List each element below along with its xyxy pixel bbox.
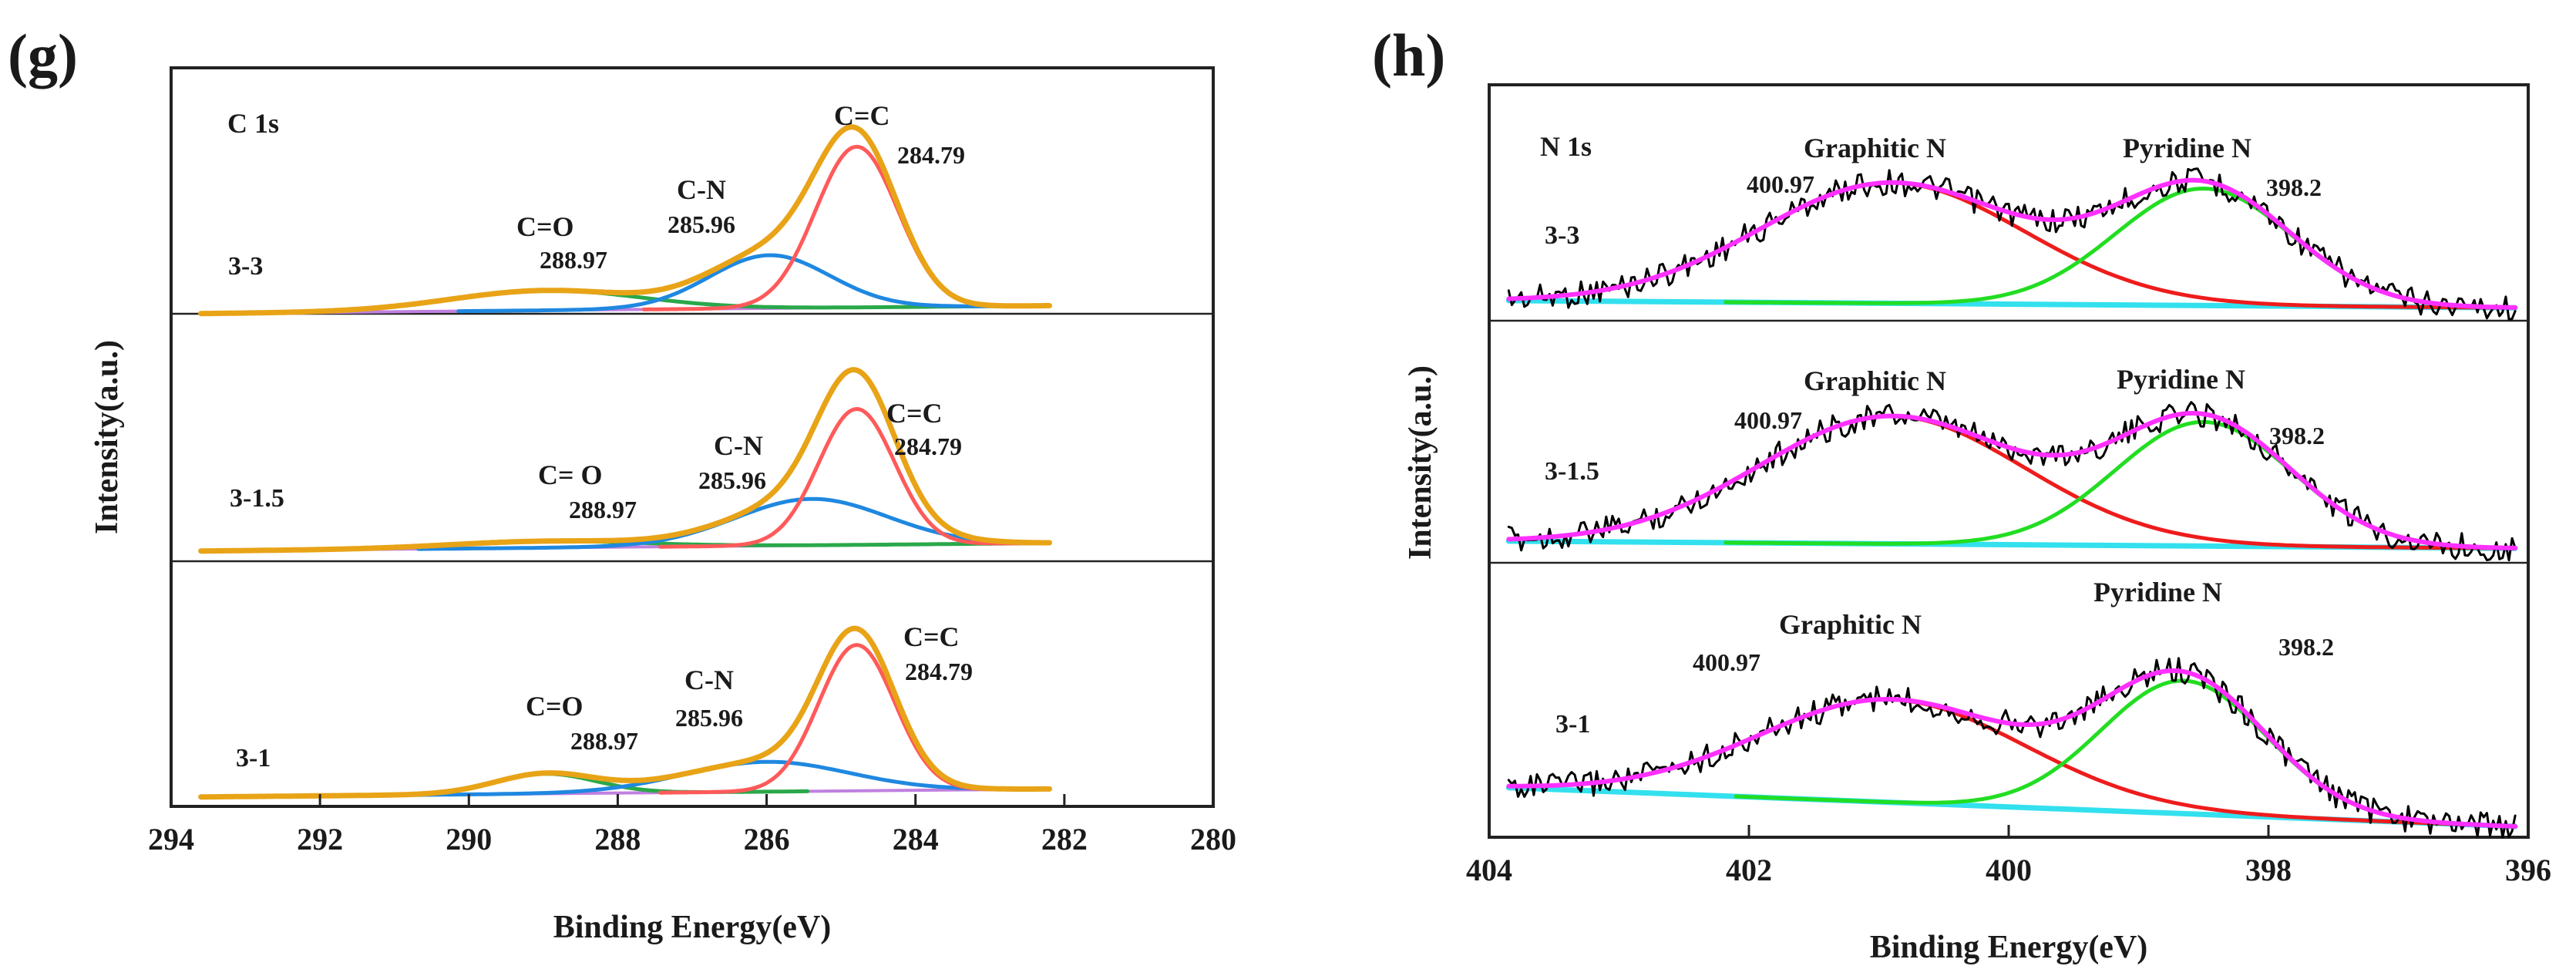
panel-g-tick-label-294: 294 [148, 822, 194, 857]
panel-g-x-axis-title: Binding Energy(eV) [553, 910, 832, 945]
panel-g: (g) 294 292 290 288 286 284 282 280 C 1s 3-3 C=… [8, 22, 1236, 945]
panel-h-label: (h) [1372, 22, 1445, 89]
panel-h-s3-peak-pyridine-value: 398.2 [2278, 633, 2334, 661]
panel-h-s3-raw-data [1507, 657, 2517, 839]
panel-g-s2-peak-cc-curve [658, 407, 1051, 549]
panel-h-s2-raw-data [1507, 401, 2517, 562]
panel-g-s3-envelope [198, 625, 1052, 800]
panel-g-tick-label-290: 290 [446, 822, 492, 857]
panel-h-s3-peak-graphitic-value: 400.97 [1693, 648, 1760, 676]
panel-g-s2-peak-co-name: C= O [538, 459, 603, 490]
panel-h-s1-raw-data [1507, 167, 2517, 321]
panel-h-y-axis-title: Intensity(a.u.) [1403, 365, 1438, 560]
panel-h-tick-label-396: 396 [2505, 853, 2551, 887]
panel-g-s1-peak-cn-name: C-N [677, 174, 726, 205]
panel-g-s2-peak-cn-name: C-N [714, 430, 763, 461]
panel-g-s2-peak-cc-name: C=C [886, 398, 943, 429]
panel-h-s2-peak-pyridine-curve [1723, 419, 2517, 550]
panel-g-tick-label-292: 292 [297, 822, 343, 857]
panel-g-s3-peak-cn-value: 285.96 [675, 704, 743, 732]
panel-g-sample-3-1-5: 3-1.5 [230, 484, 284, 513]
panel-h-s3-envelope [1506, 668, 2518, 829]
panel-g-traces [198, 124, 1052, 800]
panel-g-sample-3-3: 3-3 [228, 252, 263, 281]
panel-g-y-axis-title: Intensity(a.u.) [89, 340, 125, 534]
panel-g-s3-peak-cn-name: C-N [684, 665, 734, 695]
panel-h-s1-peak-graphitic-value: 400.97 [1747, 170, 1814, 198]
panel-h-s2-peak-graphitic-name: Graphitic N [1804, 365, 1946, 396]
panel-h-s1-envelope [1506, 177, 2518, 310]
panel-h-x-axis-title: Binding Energy(eV) [1870, 930, 2148, 965]
panel-g-s2-peak-co-value: 288.97 [569, 496, 637, 523]
panel-h-tick-label-398: 398 [2245, 853, 2292, 887]
panel-g-sample-3-1: 3-1 [236, 744, 271, 772]
panel-h-sample-3-1-5: 3-1.5 [1545, 457, 1599, 486]
panel-g-s3-peak-cc-name: C=C [903, 621, 960, 652]
panel-h-s1-peak-pyridine-name: Pyridine N [2123, 133, 2251, 163]
panel-h-s2-peak-pyridine-value: 398.2 [2269, 422, 2325, 449]
panel-h-s2-peak-graphitic-value: 400.97 [1734, 406, 1802, 434]
panel-g-s3-peak-co-name: C=O [526, 691, 583, 722]
panel-g-tick-label-286: 286 [744, 822, 790, 857]
panel-h-tick-label-400: 400 [1986, 853, 2032, 887]
panel-h-s1-peak-graphitic-name: Graphitic N [1804, 133, 1946, 163]
panel-g-s2-peak-cc-value: 284.79 [894, 432, 962, 460]
panel-g-s1-peak-co-name: C=O [516, 211, 574, 242]
panel-h-s1-peak-pyridine-value: 398.2 [2266, 173, 2322, 201]
panel-g-s1-peak-cn-curve [456, 253, 1051, 314]
panel-h-s3-peak-pyridine-name: Pyridine N [2093, 577, 2222, 607]
panel-h-s2-peak-graphitic-curve [1506, 414, 2517, 550]
panel-g-s2-envelope [198, 367, 1052, 554]
panel-h-sample-3-3: 3-3 [1545, 221, 1579, 250]
panel-h-traces [1505, 167, 2518, 839]
panel-h-element-label: N 1s [1540, 131, 1592, 162]
panel-h-s2-envelope [1506, 411, 2518, 550]
panel-g-s1-envelope [198, 124, 1052, 317]
panel-g-s2-peak-cn-value: 285.96 [698, 466, 766, 494]
panel-h-tick-label-402: 402 [1726, 853, 1772, 887]
panel-g-tick-label-288: 288 [594, 822, 641, 857]
panel-g-tick-label-284: 284 [893, 822, 939, 857]
panel-g-s1-peak-cc-name: C=C [834, 100, 890, 131]
panel-g-element-label: C 1s [227, 108, 279, 139]
panel-h-sample-3-1: 3-1 [1555, 710, 1590, 739]
panel-g-s3-peak-cc-value: 284.79 [905, 658, 973, 685]
panel-g-frame [170, 66, 1215, 808]
panel-h-x-ticks: 404 402 400 398 396 [1466, 825, 2551, 887]
panel-h: (h) 404 402 400 398 396 N 1s 3-3 Graphitic N… [1372, 22, 2551, 965]
panel-g-x-ticks: 294 292 290 288 286 284 282 280 [148, 794, 1236, 857]
panel-h-s2-peak-pyridine-name: Pyridine N [2117, 364, 2245, 395]
panel-h-s1-peak-graphitic-curve [1506, 180, 2517, 310]
panel-h-s3-peak-graphitic-name: Graphitic N [1779, 609, 1922, 640]
panel-g-s3-peak-co-value: 288.97 [570, 727, 638, 755]
panel-h-tick-label-404: 404 [1466, 853, 1512, 887]
panel-g-tick-label-282: 282 [1041, 822, 1088, 857]
panel-g-s1-peak-cn-value: 285.96 [668, 210, 735, 238]
panel-g-label: (g) [8, 22, 78, 89]
panel-g-tick-label-280: 280 [1190, 822, 1236, 857]
panel-g-s1-peak-cc-value: 284.79 [897, 141, 965, 169]
panel-g-s1-peak-co-value: 288.97 [540, 246, 607, 274]
